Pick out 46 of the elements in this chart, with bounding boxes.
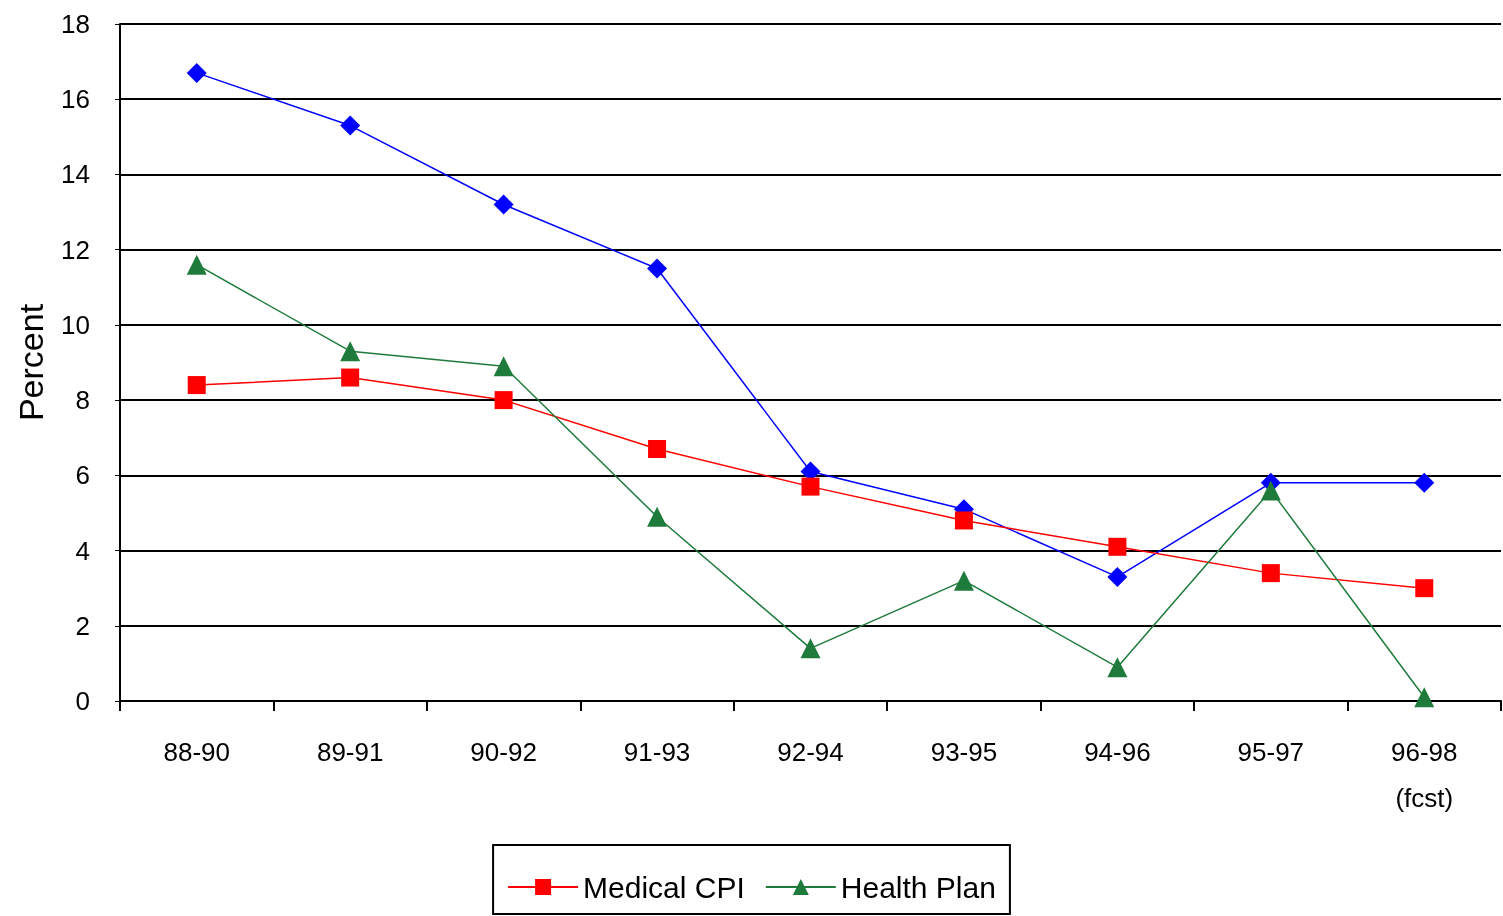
legend-label: Medical CPI bbox=[583, 870, 745, 904]
point bbox=[493, 194, 514, 215]
point bbox=[494, 391, 513, 410]
y-axis-title: Percent bbox=[12, 303, 50, 422]
x-tick-label: 90-92 bbox=[470, 737, 537, 767]
point bbox=[1415, 579, 1434, 598]
point bbox=[1414, 687, 1435, 708]
point bbox=[954, 511, 973, 530]
point bbox=[186, 62, 207, 83]
point bbox=[801, 477, 820, 496]
point bbox=[1414, 472, 1435, 493]
point bbox=[187, 376, 206, 395]
point bbox=[1107, 566, 1128, 587]
point bbox=[186, 254, 207, 275]
point bbox=[1108, 537, 1127, 556]
x-tick-label: 96-98 (fcst) bbox=[1391, 737, 1458, 813]
y-tick-label: 6 bbox=[75, 460, 90, 491]
x-tick-label: 92-94 bbox=[777, 737, 844, 767]
x-tick-label: 94-96 bbox=[1084, 737, 1151, 767]
y-tick-label: 10 bbox=[61, 309, 90, 340]
point bbox=[1260, 480, 1281, 501]
point bbox=[340, 341, 361, 362]
point bbox=[647, 506, 668, 527]
y-tick-label: 14 bbox=[61, 159, 90, 190]
y-tick-label: 18 bbox=[61, 9, 90, 39]
y-tick-label: 4 bbox=[75, 535, 90, 566]
point bbox=[953, 570, 974, 591]
x-tick-label: 91-93 bbox=[623, 737, 691, 767]
legend-label: Health Plan bbox=[840, 870, 996, 904]
y-tick-label: 8 bbox=[75, 385, 90, 416]
y-tick-label: 16 bbox=[61, 84, 90, 115]
x-tick-label: 95-97 bbox=[1237, 737, 1305, 767]
y-tick-label: 12 bbox=[61, 234, 90, 265]
point bbox=[341, 368, 360, 387]
point bbox=[1107, 657, 1128, 678]
x-tick-label: 93-95 bbox=[930, 737, 998, 767]
x-tick-label: 88-90 bbox=[163, 737, 230, 767]
point bbox=[340, 115, 361, 136]
point bbox=[1261, 564, 1280, 583]
y-tick-label: 2 bbox=[75, 610, 90, 641]
y-tick-label: 0 bbox=[75, 686, 90, 716]
point bbox=[648, 440, 667, 459]
point bbox=[647, 258, 668, 279]
point bbox=[800, 638, 821, 659]
point bbox=[493, 356, 514, 377]
x-tick-label: 89-91 bbox=[316, 737, 384, 767]
